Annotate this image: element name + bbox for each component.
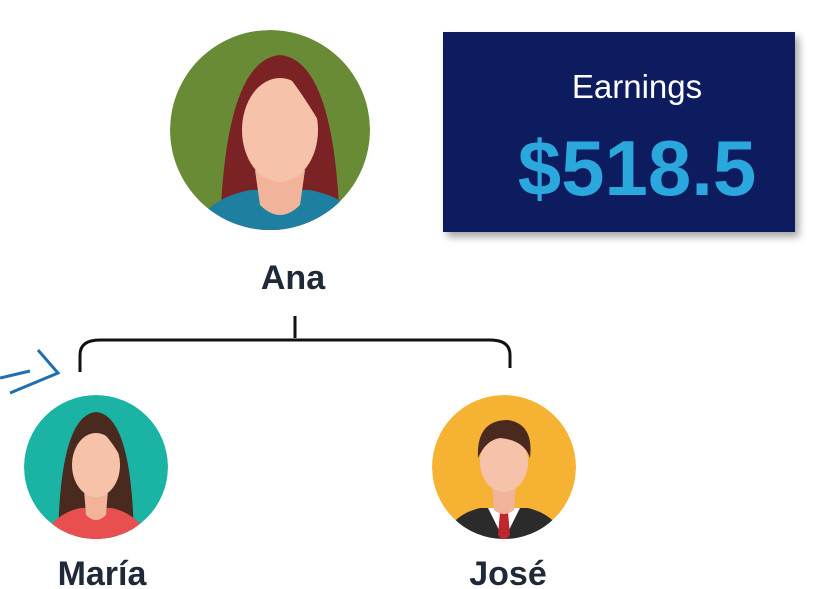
earnings-card: Earnings $518.5 bbox=[443, 32, 795, 232]
avatar-jose bbox=[432, 395, 576, 539]
card-background bbox=[443, 32, 795, 232]
avatar-ana bbox=[170, 30, 370, 230]
earnings-label: Earnings bbox=[572, 68, 702, 105]
node-label: Ana bbox=[261, 259, 326, 297]
node-label: José bbox=[469, 555, 547, 589]
earnings-value: $518.5 bbox=[518, 124, 757, 212]
arrow bbox=[0, 349, 61, 395]
node-label: María bbox=[58, 555, 148, 589]
connector bbox=[78, 316, 512, 372]
avatar-maria bbox=[24, 395, 168, 539]
